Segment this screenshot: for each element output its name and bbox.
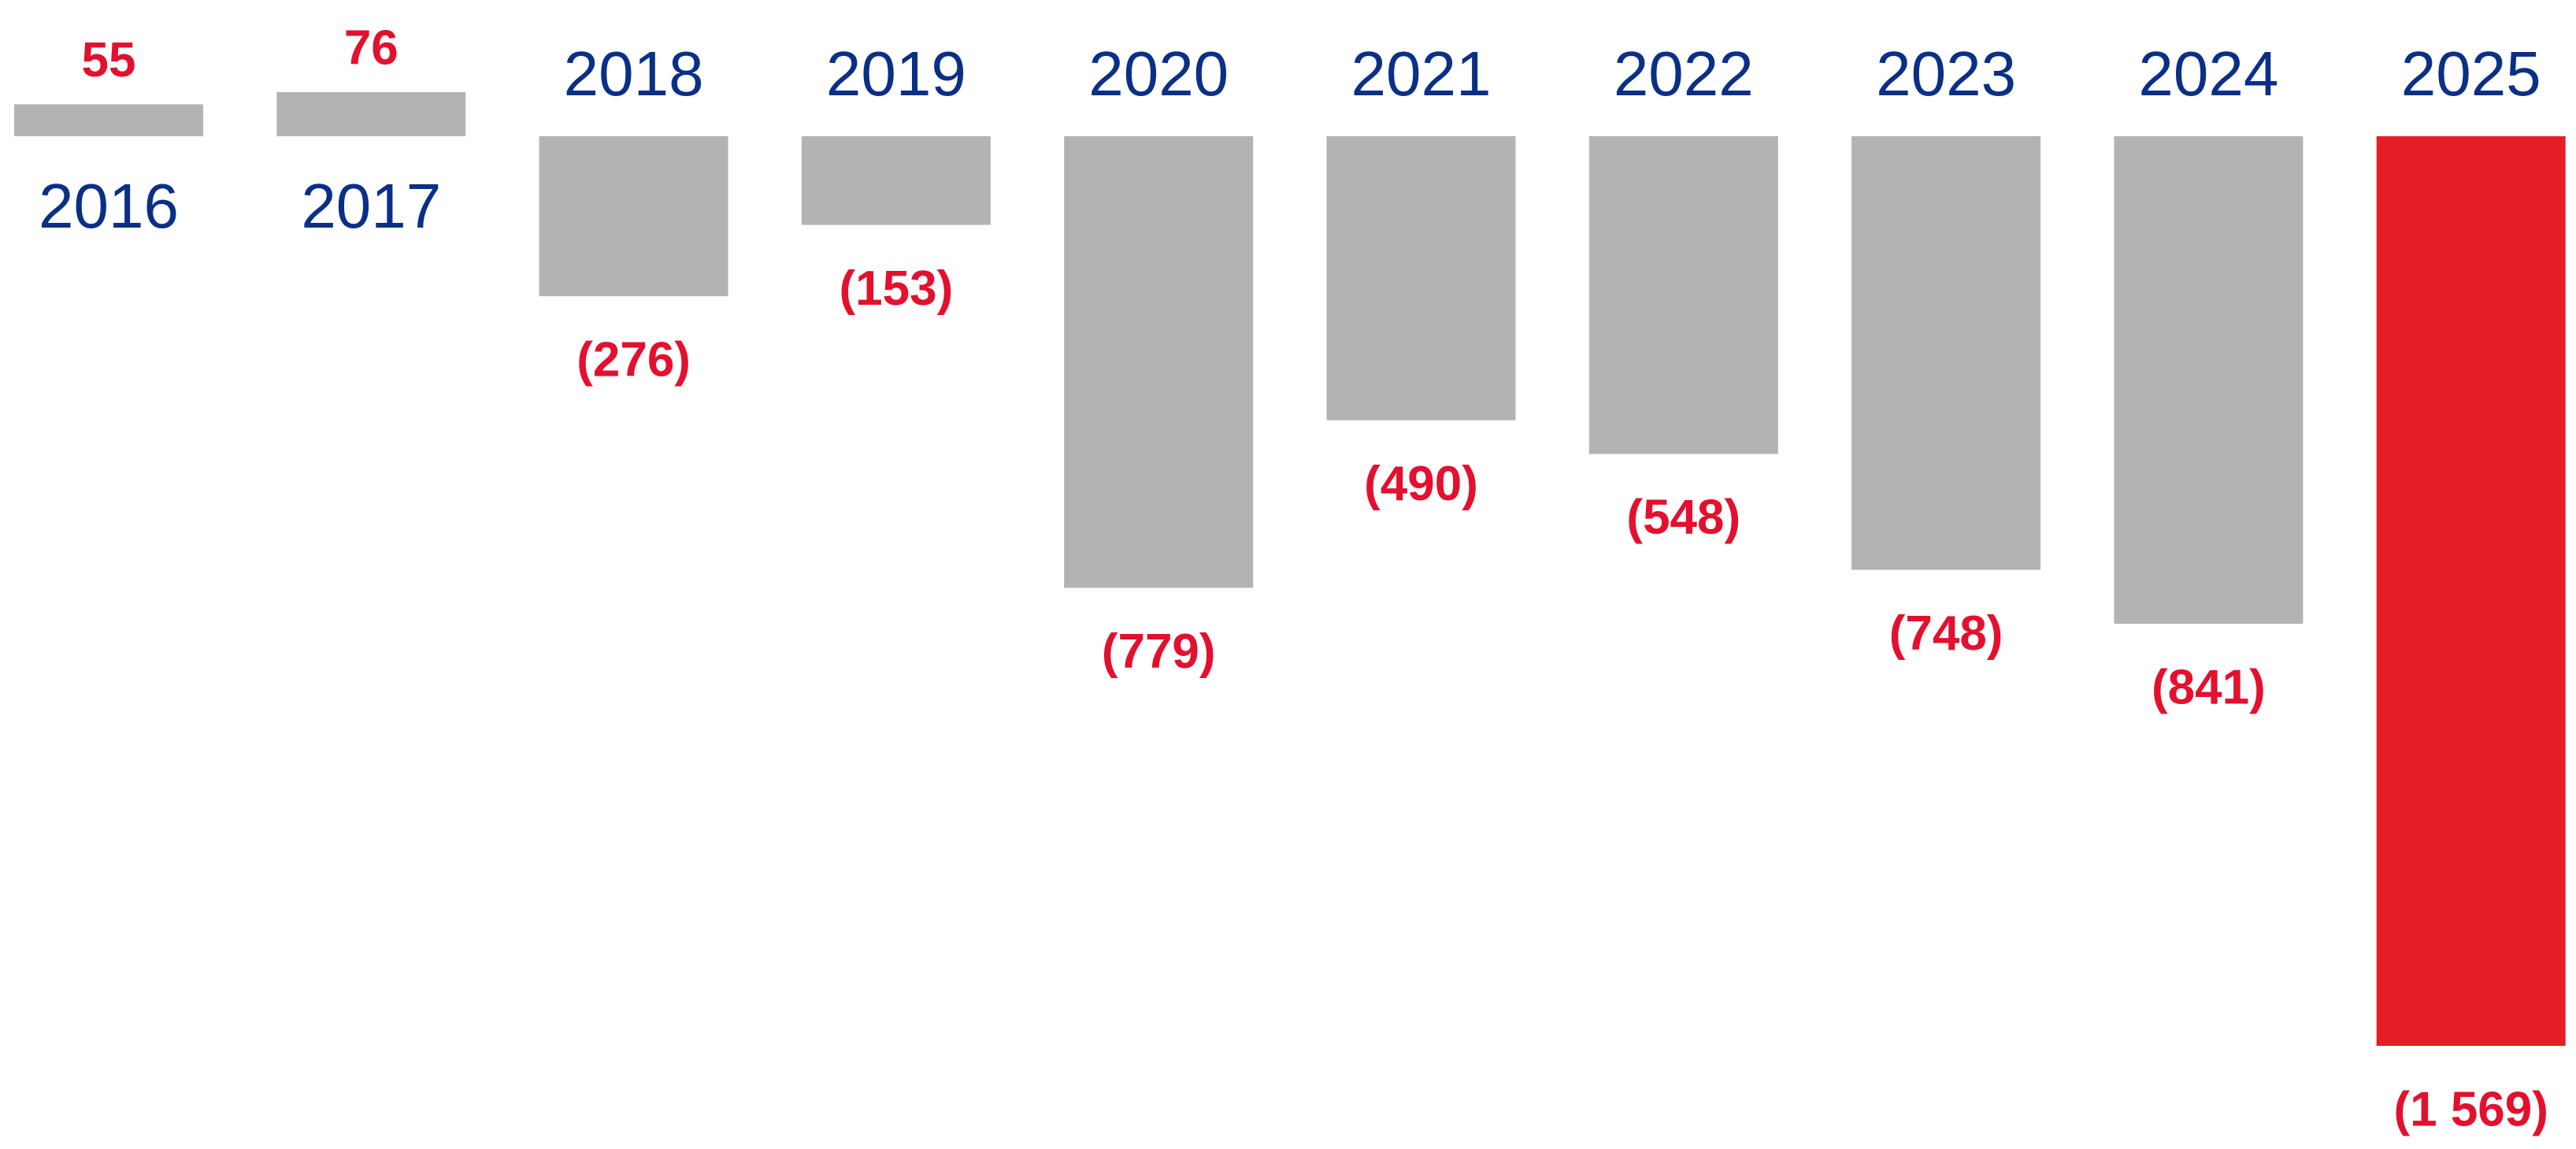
bar [1588, 135, 1778, 454]
bar [2376, 135, 2566, 1046]
category-label: 2023 [1876, 39, 2016, 109]
bar [2114, 135, 2304, 625]
value-label: (548) [1626, 491, 1740, 545]
bar [1851, 135, 2041, 570]
bar [539, 135, 728, 297]
value-label: (1 569) [2393, 1082, 2548, 1136]
value-label: (153) [840, 261, 954, 316]
value-label: 55 [82, 33, 136, 87]
category-label: 2021 [1351, 39, 1492, 109]
bar [1326, 135, 1516, 421]
value-label: (490) [1364, 457, 1478, 511]
value-label: 76 [344, 20, 398, 75]
category-label: 2018 [564, 39, 704, 109]
category-label: 2025 [2401, 39, 2541, 109]
bar [801, 135, 991, 225]
value-label: (779) [1102, 625, 1216, 679]
category-label: 2024 [2138, 39, 2278, 109]
category-label: 2017 [301, 171, 441, 241]
category-label: 2019 [826, 39, 966, 109]
bar [1064, 135, 1254, 588]
category-label: 2020 [1088, 39, 1229, 109]
value-label: (841) [2152, 660, 2266, 714]
category-label: 2016 [39, 171, 179, 241]
bar [14, 104, 203, 136]
category-label: 2022 [1614, 39, 1754, 109]
value-label: (748) [1889, 606, 2003, 661]
bar [276, 92, 466, 136]
value-label: (276) [576, 333, 691, 387]
